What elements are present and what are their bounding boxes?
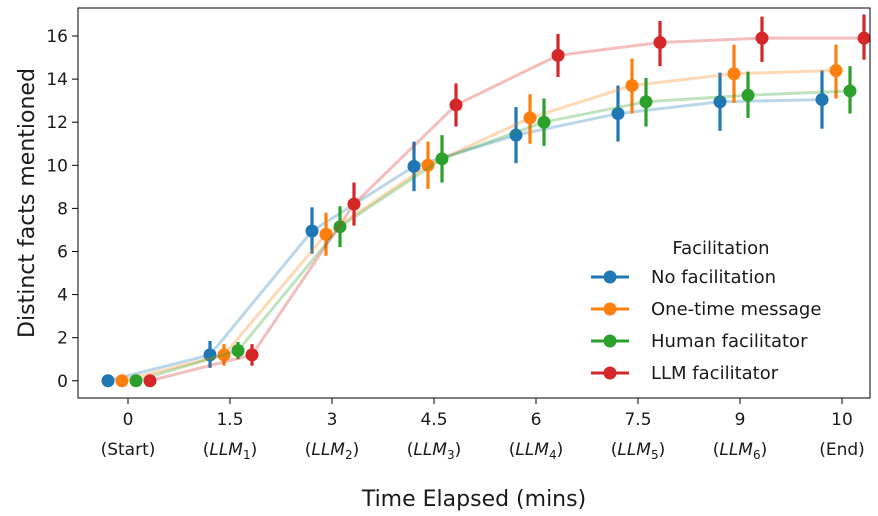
- data-point: [347, 197, 361, 211]
- plot-area: [77, 7, 871, 399]
- legend-label: One-time message: [651, 299, 821, 320]
- legend-title: Facilitation: [672, 238, 769, 259]
- data-point: [143, 374, 157, 388]
- legend-swatch-marker: [603, 366, 617, 380]
- data-point: [727, 67, 741, 81]
- y-axis: 0 2 4 6 8 10 12 14 16: [46, 27, 78, 392]
- x-tick-sublabel: (LLM5): [611, 440, 666, 462]
- y-axis-label: Distinct facts mentioned: [15, 68, 40, 338]
- data-point: [421, 158, 435, 172]
- x-tick-label: 9: [735, 410, 746, 430]
- x-axis-label: Time Elapsed (mins): [361, 487, 586, 512]
- data-point: [245, 348, 259, 362]
- data-point: [509, 128, 523, 142]
- legend-swatch-marker: [603, 334, 617, 348]
- x-tick-label: 7.5: [624, 410, 651, 430]
- y-tick-label: 6: [57, 242, 68, 262]
- data-point: [653, 35, 667, 49]
- x-tick-label: 4.5: [420, 410, 447, 430]
- data-point: [129, 374, 143, 388]
- x-tick-label: 0: [123, 410, 134, 430]
- x-axis: 0 (Start) 1.5 (LLM1) 3 (LLM2) 4.5 (LLM3) 6 (LLM4)…: [101, 398, 865, 462]
- data-point: [231, 344, 245, 358]
- x-tick-sublabel: (LLM2): [305, 440, 360, 462]
- series-line: [121, 68, 837, 383]
- data-point: [625, 79, 639, 93]
- y-tick-label: 12: [46, 113, 68, 133]
- series: [115, 44, 843, 388]
- x-tick-label: 6: [531, 410, 542, 430]
- series-line: [135, 89, 851, 383]
- legend-item: One-time message: [591, 299, 821, 320]
- x-tick-sublabel: (LLM3): [407, 440, 462, 462]
- legend-item: No facilitation: [591, 267, 776, 288]
- legend-label: No facilitation: [651, 267, 776, 288]
- y-tick-label: 16: [46, 27, 68, 47]
- legend-item: LLM facilitator: [591, 363, 779, 384]
- data-point: [407, 159, 421, 173]
- x-tick-sublabel: (End): [819, 440, 865, 460]
- legend-label: LLM facilitator: [651, 363, 779, 384]
- x-tick-label: 3: [327, 410, 338, 430]
- data-point: [713, 95, 727, 109]
- data-point: [101, 374, 115, 388]
- legend-swatch-marker: [603, 270, 617, 284]
- data-point: [815, 93, 829, 107]
- series-line: [107, 98, 823, 383]
- series: [129, 66, 857, 388]
- series-layer: [101, 14, 871, 388]
- data-point: [755, 31, 769, 45]
- legend-item: Human facilitator: [591, 331, 808, 352]
- data-point: [523, 111, 537, 125]
- data-point: [333, 220, 347, 234]
- data-point: [741, 88, 755, 102]
- data-point: [857, 31, 871, 45]
- data-point: [551, 48, 565, 62]
- y-tick-label: 10: [46, 156, 68, 176]
- y-tick-label: 2: [57, 329, 68, 349]
- y-tick-label: 14: [46, 70, 68, 90]
- x-tick-sublabel: (LLM6): [713, 440, 768, 462]
- series: [143, 14, 871, 388]
- series: [101, 70, 829, 388]
- data-point: [537, 115, 551, 129]
- x-tick-label: 1.5: [216, 410, 243, 430]
- data-point: [115, 374, 129, 388]
- y-tick-label: 0: [57, 372, 68, 392]
- x-tick-sublabel: (Start): [101, 440, 156, 460]
- data-point: [305, 224, 319, 238]
- data-point: [319, 227, 333, 241]
- x-tick-sublabel: (LLM1): [203, 440, 258, 462]
- data-point: [611, 107, 625, 121]
- data-point: [639, 95, 653, 109]
- data-point: [435, 152, 449, 166]
- y-tick-label: 4: [57, 286, 68, 306]
- data-point: [829, 63, 843, 77]
- legend: Facilitation No facilitation One-time mes…: [591, 238, 821, 384]
- data-point: [203, 348, 217, 362]
- x-tick-label: 10: [831, 410, 853, 430]
- data-point: [449, 98, 463, 112]
- x-tick-sublabel: (LLM4): [509, 440, 564, 462]
- legend-label: Human facilitator: [651, 331, 808, 352]
- y-tick-label: 8: [57, 199, 68, 219]
- data-point: [217, 348, 231, 362]
- legend-swatch-marker: [603, 302, 617, 316]
- data-point: [843, 84, 857, 98]
- series-line: [149, 36, 864, 383]
